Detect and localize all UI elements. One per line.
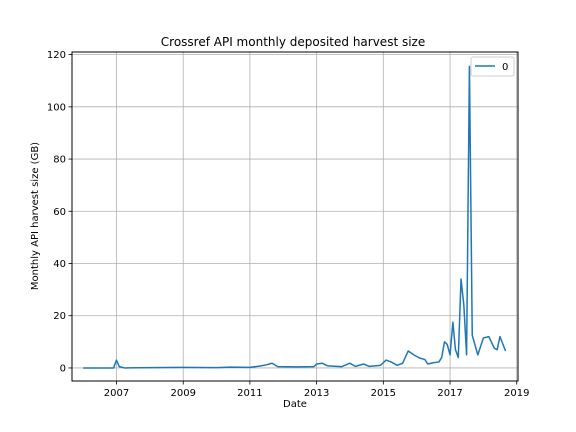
plot-frame	[71, 51, 519, 382]
x-axis-label: Date	[283, 399, 307, 410]
x-tick-label: 2015	[371, 388, 396, 399]
x-tick-label: 2019	[504, 388, 529, 399]
plot-area	[72, 52, 518, 381]
y-tick-label: 80	[53, 155, 66, 166]
y-tick-label: 60	[53, 207, 66, 218]
legend: 0	[470, 56, 515, 77]
chart-title: Crossref API monthly deposited harvest s…	[161, 35, 425, 49]
x-tick-label: 2013	[304, 388, 329, 399]
legend-label-0: 0	[502, 62, 508, 73]
x-tick-label: 2007	[104, 388, 129, 399]
y-axis-label: Monthly API harvest size (GB)	[30, 142, 41, 290]
series-line-0	[83, 65, 507, 369]
y-tick-label: 40	[53, 259, 66, 270]
x-tick-label: 2011	[237, 388, 262, 399]
y-tick-label: 20	[53, 311, 66, 322]
y-tick-label: 120	[47, 50, 66, 61]
y-tick-label: 100	[47, 102, 66, 113]
x-tick-label: 2009	[170, 388, 195, 399]
x-axis: 2007 2009 2011 2013 2015 2017 2019	[104, 381, 529, 399]
series-lines	[83, 65, 507, 369]
y-axis: 0 20 40 60 80 100 120	[47, 50, 72, 374]
y-tick-label: 0	[60, 363, 66, 374]
x-tick-label: 2017	[437, 388, 462, 399]
